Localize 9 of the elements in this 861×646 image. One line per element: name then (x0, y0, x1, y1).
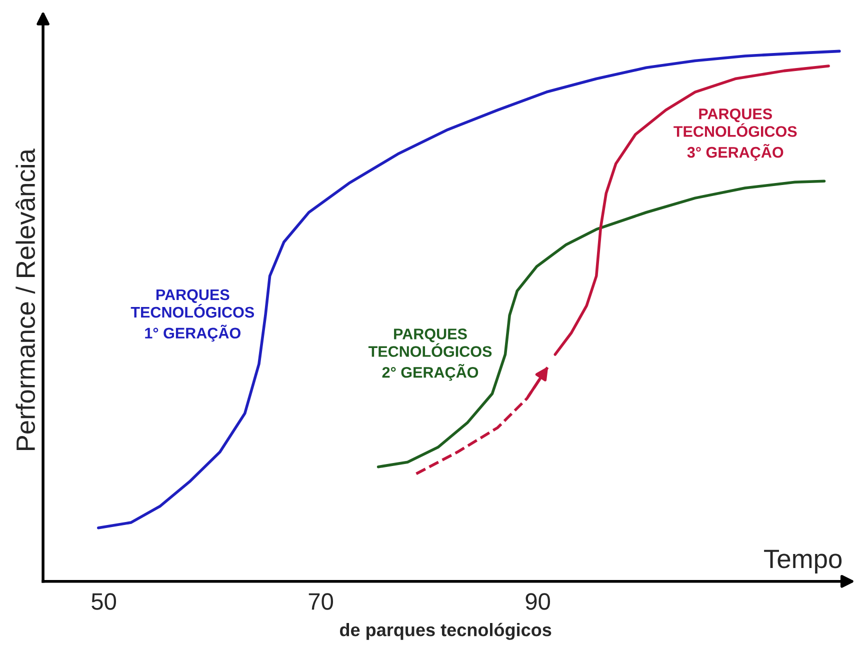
x-tick-label: 90 (526, 593, 550, 610)
x-tick-label: 50 (92, 593, 116, 610)
x-axis-title: de parques tecnológicos (340, 622, 552, 640)
y-axis-title: Performance / Relevância (16, 148, 36, 450)
series-label: PARQUES TECNOLÓGICOS 2° GERAÇÃO (368, 328, 492, 381)
series-label: PARQUES TECNOLÓGICOS 1° GERAÇÃO (130, 289, 254, 342)
annotation: Tempo (764, 550, 842, 574)
series-label: PARQUES TECNOLÓGICOS 3° GERAÇÃO (674, 108, 797, 161)
x-tick-label: 70 (308, 593, 334, 610)
